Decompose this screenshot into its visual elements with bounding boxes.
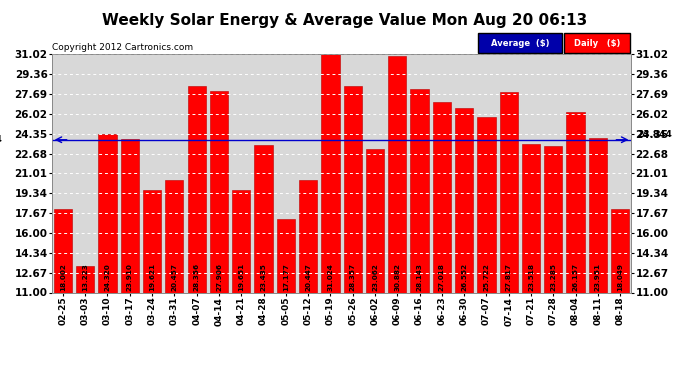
Bar <box>477 117 495 292</box>
Bar <box>143 190 161 292</box>
Bar <box>500 93 518 292</box>
Bar <box>344 86 362 292</box>
Text: 27.817: 27.817 <box>506 263 512 291</box>
Bar <box>388 56 406 292</box>
Bar <box>433 102 451 292</box>
Bar <box>54 209 72 292</box>
Bar <box>277 219 295 292</box>
Bar <box>611 209 629 292</box>
Bar <box>121 139 139 292</box>
Bar <box>589 138 607 292</box>
Text: 23.435: 23.435 <box>261 263 266 291</box>
Text: 20.457: 20.457 <box>171 263 177 291</box>
Bar <box>165 180 184 292</box>
Text: 28.356: 28.356 <box>194 262 199 291</box>
Text: 13.223: 13.223 <box>82 263 88 291</box>
Text: Copyright 2012 Cartronics.com: Copyright 2012 Cartronics.com <box>52 43 193 52</box>
Text: 23.844: 23.844 <box>0 135 3 144</box>
Bar <box>76 266 95 292</box>
Bar <box>455 108 473 292</box>
Bar <box>322 54 339 292</box>
Text: Average  ($): Average ($) <box>491 39 549 48</box>
Bar <box>299 180 317 292</box>
Bar <box>411 88 428 292</box>
Text: Daily   ($): Daily ($) <box>573 39 620 48</box>
Text: 27.906: 27.906 <box>216 263 222 291</box>
Text: 25.722: 25.722 <box>484 263 489 291</box>
Text: 23.951: 23.951 <box>595 263 601 291</box>
Text: 31.024: 31.024 <box>327 263 333 291</box>
Text: 26.552: 26.552 <box>461 262 467 291</box>
Text: 27.018: 27.018 <box>439 263 445 291</box>
Text: 23.062: 23.062 <box>372 263 378 291</box>
Bar <box>255 145 273 292</box>
Bar <box>366 149 384 292</box>
FancyBboxPatch shape <box>564 33 630 53</box>
Text: 17.177: 17.177 <box>283 263 289 291</box>
Text: 19.621: 19.621 <box>149 263 155 291</box>
Text: 28.357: 28.357 <box>350 263 356 291</box>
Text: 20.447: 20.447 <box>305 263 311 291</box>
Bar <box>544 146 562 292</box>
Bar <box>99 134 117 292</box>
Text: 23.518: 23.518 <box>528 263 534 291</box>
Text: 28.143: 28.143 <box>417 263 422 291</box>
Text: 23.844: 23.844 <box>637 129 672 138</box>
Bar <box>232 190 250 292</box>
Bar <box>522 144 540 292</box>
FancyBboxPatch shape <box>477 33 562 53</box>
Text: 30.882: 30.882 <box>394 263 400 291</box>
Text: Weekly Solar Energy & Average Value Mon Aug 20 06:13: Weekly Solar Energy & Average Value Mon … <box>102 13 588 28</box>
Text: 26.157: 26.157 <box>573 263 579 291</box>
Text: 18.002: 18.002 <box>60 263 66 291</box>
Text: 18.049: 18.049 <box>617 263 623 291</box>
Bar <box>210 92 228 292</box>
Bar <box>566 112 584 292</box>
Text: 24.320: 24.320 <box>104 263 110 291</box>
Bar <box>188 86 206 292</box>
Text: 19.651: 19.651 <box>238 262 244 291</box>
Text: 23.285: 23.285 <box>551 263 556 291</box>
Text: 23.910: 23.910 <box>127 263 132 291</box>
